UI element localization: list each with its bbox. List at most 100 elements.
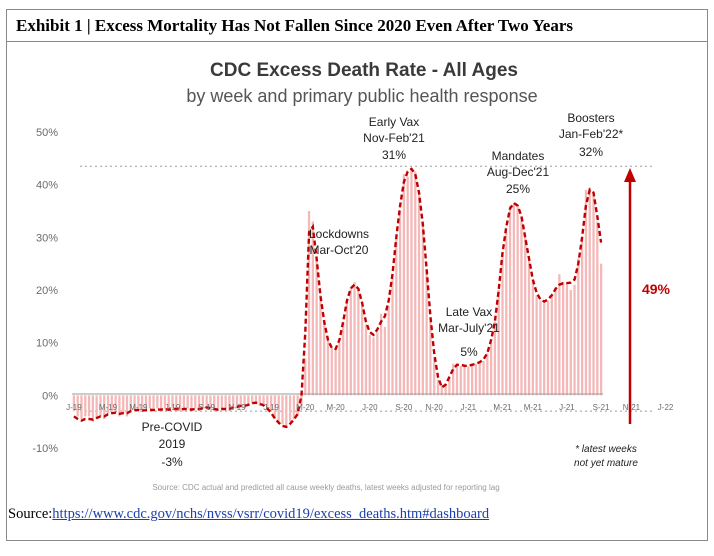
source-note: Source: CDC actual and predicted all cau… (152, 483, 499, 492)
bar (539, 300, 542, 396)
bar (254, 395, 258, 404)
bar (167, 395, 170, 412)
bar (72, 395, 76, 412)
trend-line (73, 167, 603, 429)
bar (512, 203, 516, 396)
bar (114, 395, 117, 412)
range-arrow-head (624, 168, 636, 182)
y-tick-label: 20% (36, 285, 58, 297)
bars-layer (72, 168, 603, 427)
bar (220, 395, 223, 409)
annotation-text: Nov-Feb'21 (363, 131, 425, 145)
bar (596, 221, 599, 396)
bar (406, 176, 409, 396)
bar (395, 237, 398, 396)
bar (258, 395, 261, 406)
range-arrow (624, 168, 636, 424)
range-arrow-label: 49% (642, 281, 671, 297)
bar (588, 187, 591, 396)
annotation-mandates: Mandates Aug-Dec'21 25% (487, 149, 550, 196)
bar (323, 321, 326, 396)
bar (84, 395, 87, 417)
bar (497, 290, 500, 396)
bar (353, 282, 356, 396)
bar (516, 205, 519, 396)
bar (266, 395, 269, 409)
bar (224, 395, 227, 409)
bar (417, 195, 421, 396)
y-tick-label: 0% (42, 390, 58, 402)
x-tick-label: S-19 (198, 403, 215, 412)
x-axis-labels: J-19 M-19 M-19 J-19 S-19 N-19 J-19 M-20 M-20 J-20… (66, 403, 674, 412)
y-tick-label: 30% (36, 232, 58, 244)
bar (486, 353, 489, 396)
bar (232, 395, 235, 406)
source-prefix: Source: (8, 506, 53, 522)
bar (577, 258, 580, 396)
y-tick-label: -10% (32, 443, 58, 455)
chart-title: CDC Excess Death Rate - All Ages (210, 60, 518, 81)
bar (228, 395, 231, 412)
annotation-text: Mandates (492, 149, 545, 163)
bar (562, 282, 565, 396)
source-link[interactable]: https://www.cdc.gov/nchs/nvss/vsrr/covid… (52, 506, 490, 522)
bar (178, 395, 182, 412)
bar (262, 395, 265, 406)
bar (372, 337, 375, 396)
bar (387, 305, 390, 396)
x-tick-label: M-20 (326, 403, 345, 412)
exhibit-frame (6, 9, 708, 541)
bar (410, 168, 413, 396)
bar (398, 211, 402, 396)
x-tick-label: J-19 (66, 403, 82, 412)
bar (357, 290, 360, 396)
bar (452, 363, 455, 396)
annotation-text: 5% (460, 345, 478, 359)
bar (440, 384, 443, 396)
bar (159, 395, 163, 412)
x-tick-label: N-21 (623, 403, 641, 412)
x-tick-label: J-20 (362, 403, 378, 412)
bar (569, 290, 572, 396)
bar (163, 395, 167, 409)
bar (273, 395, 277, 420)
bar (349, 287, 352, 396)
bar (175, 395, 178, 409)
bar (550, 295, 553, 396)
bar (531, 279, 534, 396)
bar (80, 395, 83, 420)
bar (91, 395, 94, 422)
bar (125, 395, 129, 417)
bar (364, 324, 368, 396)
bar (190, 395, 193, 412)
bar (285, 395, 288, 427)
bar (535, 295, 538, 396)
bar (368, 334, 371, 396)
bar (444, 384, 447, 396)
y-tick-label: 50% (36, 127, 58, 139)
x-tick-label: M-21 (524, 403, 543, 412)
annotation-text: Lockdowns (309, 227, 369, 241)
bar (152, 395, 155, 412)
bar (493, 321, 497, 396)
x-tick-label: J-22 (658, 403, 674, 412)
bar (296, 395, 299, 417)
annotation-text: 2019 (159, 437, 186, 451)
x-tick-label: M-21 (493, 403, 512, 412)
bar (106, 395, 110, 414)
exhibit-title: Exhibit 1 | Excess Mortality Has Not Fal… (16, 16, 573, 35)
annotation-text: -3% (161, 455, 183, 469)
bar (148, 395, 151, 409)
chart-subtitle: by week and primary public health respon… (186, 86, 537, 106)
bar (558, 274, 561, 396)
bar (87, 395, 91, 417)
annotation-text: 31% (382, 148, 406, 162)
y-tick-label: 40% (36, 180, 58, 192)
bar (421, 221, 424, 396)
bar (201, 395, 204, 409)
source-line: Source:https://www.cdc.gov/nchs/nvss/vsr… (8, 506, 489, 523)
bar (76, 395, 79, 417)
bar (156, 395, 159, 409)
bar (546, 300, 550, 396)
